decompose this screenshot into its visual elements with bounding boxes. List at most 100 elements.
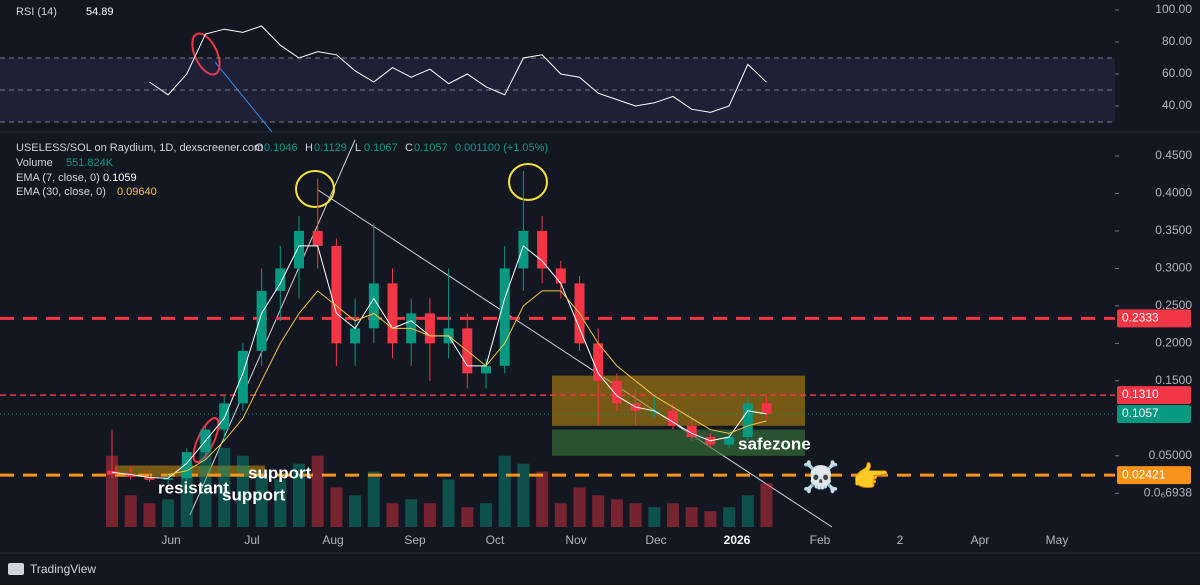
volume-bar <box>704 511 717 527</box>
volume-bar <box>480 503 492 527</box>
volume-title: Volume <box>16 157 53 169</box>
x-tick-label: May <box>1046 533 1069 547</box>
volume-bar <box>573 487 586 527</box>
candle-body <box>350 328 361 344</box>
ohlc-key: C <box>405 142 413 154</box>
volume-bar <box>648 507 661 527</box>
volume-bar <box>162 499 175 527</box>
candle-body <box>761 403 772 415</box>
ohlc-key: L <box>355 142 361 154</box>
price-label: 0.02421 <box>1122 467 1166 481</box>
price-label: 0.1057 <box>1122 406 1159 420</box>
candle-body <box>518 230 529 269</box>
candle-body <box>724 437 735 445</box>
volume-bar <box>554 503 567 527</box>
annotation: resistant <box>158 478 229 497</box>
price-label-box <box>1117 386 1191 405</box>
ema-last: 0.1059 <box>103 172 137 184</box>
price-change: 0.001100 (+1.05%) <box>455 142 548 154</box>
candle-body <box>611 380 622 404</box>
annotation: safezone <box>738 434 811 453</box>
y-tick-label: 0.4000 <box>1155 186 1192 200</box>
volume-bar <box>311 455 324 527</box>
ema-title: EMA (30, close, 0) <box>16 186 106 198</box>
volume-bar <box>199 432 212 527</box>
candle-body <box>181 452 192 479</box>
candle-body <box>686 425 697 438</box>
ema-last: 0.09640 <box>117 186 157 198</box>
y-tick-label: 0.1500 <box>1155 373 1192 387</box>
x-tick-label: Dec <box>645 533 666 547</box>
candle-body <box>125 474 136 477</box>
candle-body <box>424 313 435 344</box>
volume-bar <box>629 503 642 527</box>
volume-bar <box>143 503 156 527</box>
candle-body <box>237 350 248 404</box>
volume-bar <box>723 507 736 527</box>
ema-line <box>168 290 767 476</box>
candle-body <box>481 365 491 374</box>
trend-line <box>214 61 273 133</box>
candle-body <box>331 245 342 344</box>
volume-bar <box>741 495 754 527</box>
volume-last: 551.824K <box>66 157 114 169</box>
annotation: support <box>248 463 312 482</box>
volume-bar <box>442 479 455 527</box>
volume-bar <box>517 463 530 527</box>
x-tick-label: Nov <box>565 533 586 547</box>
volume-bar <box>760 483 773 527</box>
price-label-box <box>1117 405 1191 424</box>
volume-bar <box>349 495 362 527</box>
candle-body <box>387 283 398 344</box>
x-tick-label: Jul <box>244 533 259 547</box>
y-tick-label: 0.2500 <box>1155 298 1192 312</box>
symbol-title: USELESS/SOL on Raydium, 1D, dexscreener.… <box>16 142 263 154</box>
volume-bar <box>498 455 511 527</box>
ema-title: EMA (7, close, 0) <box>16 172 100 184</box>
zone <box>552 429 805 456</box>
volume-bar <box>423 503 436 527</box>
volume-bar <box>218 447 231 527</box>
drawings <box>189 32 833 528</box>
volume-bar <box>461 507 474 527</box>
ohlc-value: 0.1046 <box>264 142 298 154</box>
candle-body <box>144 476 155 480</box>
price-label: 0.1310 <box>1122 387 1159 401</box>
trend-line <box>317 189 833 528</box>
volume-bar <box>274 479 287 527</box>
candle-body <box>593 343 604 381</box>
annotation: support <box>222 485 286 504</box>
rsi-last: 54.89 <box>86 6 114 18</box>
candle-body <box>312 230 323 246</box>
volume-bar <box>180 463 193 527</box>
candle-body <box>537 230 548 269</box>
price-label: 0.2333 <box>1122 311 1159 325</box>
x-tick-label: Apr <box>971 533 990 547</box>
y-tick-label: 0.4500 <box>1155 148 1192 162</box>
volume-bar <box>386 503 399 527</box>
candle-body <box>742 403 753 438</box>
circle <box>508 163 548 201</box>
ohlc-value: 0.1129 <box>314 142 347 154</box>
volume-bar <box>367 471 380 527</box>
volume-bar <box>330 487 343 527</box>
y-tick-label: 0.3000 <box>1155 261 1192 275</box>
rsi-line <box>149 25 767 113</box>
ohlc-value: 0.1067 <box>364 142 398 154</box>
y-tick-label: 0.05000 <box>1149 448 1193 462</box>
x-tick-label: 2026 <box>724 533 751 547</box>
y-tick-label: 80.00 <box>1162 34 1192 48</box>
zone <box>552 375 805 426</box>
annotation: ☠️ <box>802 459 839 494</box>
annotation: 👉 <box>852 460 889 494</box>
volume-bar <box>124 495 137 527</box>
candle-body <box>294 230 304 269</box>
ohlc-key: H <box>305 142 313 154</box>
candle-body <box>219 403 230 430</box>
x-tick-label: Jun <box>161 533 180 547</box>
candle-body <box>499 268 510 366</box>
y-tick-label: 100.00 <box>1155 2 1192 16</box>
volume-bar <box>667 503 679 527</box>
